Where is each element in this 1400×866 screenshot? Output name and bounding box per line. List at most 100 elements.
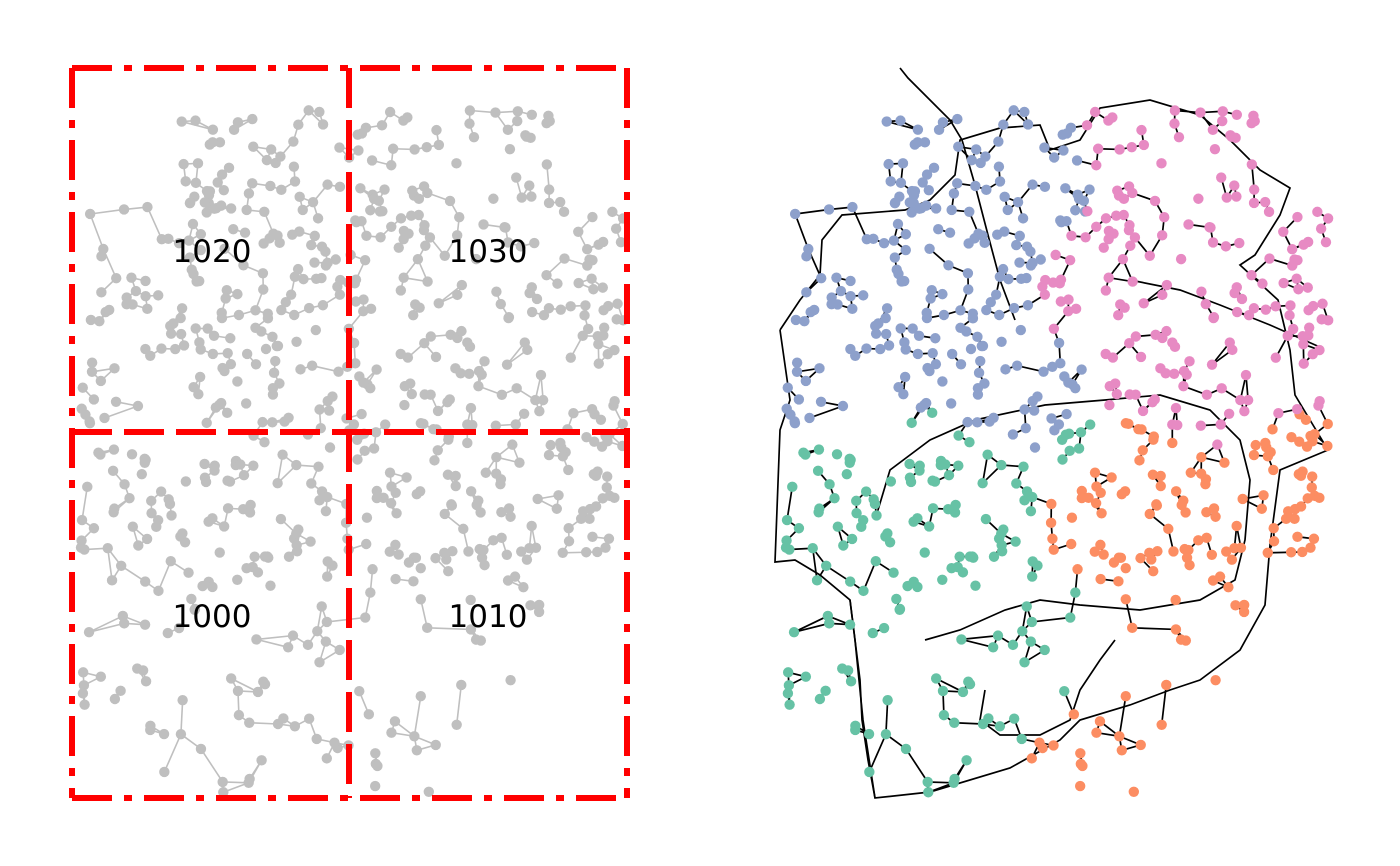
community-se-node bbox=[1250, 439, 1261, 451]
network-node bbox=[187, 218, 199, 230]
network-node bbox=[525, 132, 536, 144]
community-nw-node bbox=[967, 308, 979, 319]
community-se-node bbox=[1208, 503, 1220, 514]
community-nw-node bbox=[976, 340, 987, 352]
community-nw-node bbox=[801, 287, 812, 298]
network-node bbox=[432, 445, 443, 456]
network-node bbox=[258, 284, 269, 295]
network-node bbox=[361, 230, 372, 241]
network-node bbox=[88, 523, 100, 534]
community-sw-node bbox=[1085, 419, 1096, 430]
community-ne-node bbox=[1091, 160, 1102, 171]
network-node bbox=[199, 458, 210, 470]
community-sw-node bbox=[814, 693, 826, 705]
community-se-node bbox=[1285, 547, 1297, 558]
network-node bbox=[559, 253, 570, 264]
community-sw-node bbox=[868, 494, 879, 505]
network-node bbox=[146, 495, 157, 507]
network-node bbox=[199, 197, 210, 208]
network-node bbox=[244, 717, 255, 728]
community-se-node bbox=[1034, 737, 1045, 748]
network-node bbox=[584, 513, 595, 525]
community-sw-node bbox=[987, 642, 999, 653]
network-node bbox=[250, 359, 262, 370]
community-ne-node bbox=[1111, 388, 1123, 400]
network-node bbox=[408, 310, 419, 321]
network-node bbox=[587, 531, 598, 542]
community-nw-node bbox=[933, 124, 945, 136]
community-nw-node bbox=[923, 184, 935, 196]
community-nw-node bbox=[1019, 106, 1030, 118]
network-node bbox=[411, 488, 422, 500]
network-node bbox=[588, 284, 599, 295]
network-node bbox=[222, 475, 233, 486]
community-nw-node bbox=[895, 177, 907, 189]
network-node bbox=[563, 523, 574, 534]
community-sw-node bbox=[783, 680, 795, 691]
network-node bbox=[115, 560, 127, 571]
network-node bbox=[305, 536, 316, 547]
network-node bbox=[85, 314, 97, 326]
road-segment bbox=[811, 548, 818, 581]
road-segment bbox=[81, 486, 89, 521]
network-node bbox=[130, 285, 142, 297]
network-node bbox=[84, 417, 96, 429]
community-ne-node bbox=[1220, 241, 1232, 252]
community-ne-node bbox=[1136, 124, 1147, 136]
network-node bbox=[225, 333, 236, 344]
network-node bbox=[504, 143, 516, 155]
network-node bbox=[586, 273, 597, 284]
network-node bbox=[77, 688, 89, 699]
community-ne-node bbox=[1235, 394, 1246, 406]
community-se-node bbox=[1226, 554, 1238, 565]
community-ne-node bbox=[1100, 213, 1112, 224]
community-nw-node bbox=[897, 158, 909, 169]
community-ne-node bbox=[1231, 191, 1242, 202]
community-sw-node bbox=[781, 535, 792, 546]
community-nw-node bbox=[927, 347, 938, 359]
community-sw-node bbox=[953, 430, 964, 441]
community-nw-node bbox=[1011, 360, 1023, 371]
community-ne-node bbox=[1278, 226, 1289, 238]
network-node bbox=[201, 185, 213, 197]
community-ne-node bbox=[1104, 381, 1115, 392]
network-node bbox=[276, 184, 287, 196]
network-node bbox=[141, 533, 153, 545]
community-sw-node bbox=[820, 685, 831, 697]
community-nw-node bbox=[881, 116, 892, 127]
network-node bbox=[321, 571, 333, 582]
network-node bbox=[243, 777, 254, 788]
community-sw-node bbox=[838, 540, 849, 551]
community-sw-node bbox=[851, 495, 862, 507]
community-ne-node bbox=[1178, 365, 1190, 377]
network-node bbox=[419, 389, 430, 400]
community-sw-node bbox=[784, 544, 795, 555]
community-nw-node bbox=[1084, 184, 1095, 195]
community-sw-node bbox=[813, 444, 825, 455]
community-nw-node bbox=[861, 233, 872, 245]
community-nw-node bbox=[970, 180, 981, 192]
community-nw-node bbox=[1022, 300, 1034, 311]
community-se-node bbox=[1114, 731, 1125, 742]
network-node bbox=[140, 343, 151, 355]
community-se-node bbox=[1120, 594, 1131, 605]
community-se-node bbox=[1295, 470, 1307, 482]
community-nw-node bbox=[861, 343, 872, 354]
network-node bbox=[302, 639, 314, 651]
community-ne-node bbox=[1055, 274, 1067, 285]
community-ne-node bbox=[1270, 352, 1281, 363]
network-node bbox=[215, 397, 227, 409]
network-node bbox=[433, 139, 445, 151]
community-nw-node bbox=[912, 348, 924, 360]
community-nw-node bbox=[937, 376, 948, 387]
community-ne-node bbox=[1217, 115, 1228, 127]
network-node bbox=[232, 288, 243, 300]
zoned-network-panel: 1020 1030 1000 1010 bbox=[69, 65, 630, 801]
community-nw-node bbox=[970, 144, 982, 155]
community-nw-node bbox=[845, 343, 856, 355]
network-node bbox=[407, 185, 418, 196]
road-segment bbox=[427, 627, 471, 631]
community-nw-node bbox=[921, 200, 932, 211]
community-ne-node bbox=[1221, 192, 1232, 203]
community-se-node bbox=[1268, 536, 1280, 547]
